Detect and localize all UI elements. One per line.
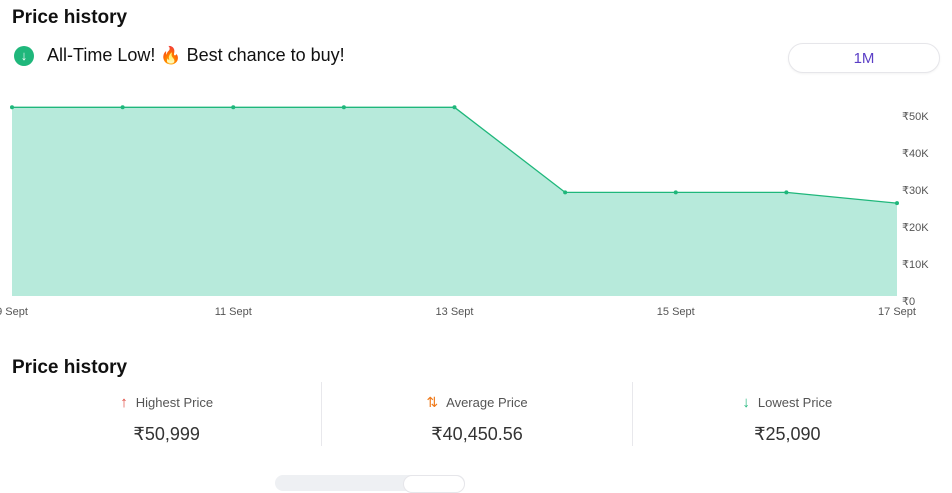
y-tick-label: ₹0 [902,296,915,308]
stat-lowest-value: ₹25,090 [754,424,821,444]
price-point [784,190,789,195]
x-tick-label: 13 Sept [436,306,474,318]
arrows-up-down-icon: ⇅ [426,394,439,410]
fire-icon: 🔥 [160,46,182,65]
y-tick-label: ₹40K [902,148,929,160]
badge-text-after: Best chance to buy! [186,45,345,65]
stat-lowest-label: Lowest Price [757,395,833,410]
range-selector-1m[interactable]: 1M [788,43,940,73]
y-tick-label: ₹30K [902,185,929,197]
x-tick-label: 15 Sept [657,306,695,318]
bottom-toggle[interactable] [275,475,465,493]
price-point [563,190,568,195]
price-point [120,105,125,110]
x-tick-label: 9 Sept [0,306,28,318]
price-stats: ↑ Highest Price ₹50,999 ⇅ Average Price … [12,382,942,446]
stat-average-label: Average Price [446,395,528,410]
price-point [895,201,899,206]
stat-highest-label: Highest Price [135,395,214,410]
stat-average: ⇅ Average Price ₹40,450.56 [321,382,631,446]
x-tick-label: 17 Sept [878,306,916,318]
page-title: Price history [12,7,128,28]
price-point [452,105,457,110]
badge-text: All-Time Low! 🔥 Best chance to buy! [47,45,345,66]
price-chart: ₹50K ₹40K ₹30K ₹20K ₹10K ₹0 9 Sept 11 Sept 13 S… [0,105,929,318]
price-point [673,190,678,195]
arrow-down-icon: ↓ [742,394,750,411]
arrow-down-circle-icon: ↓ [14,45,34,66]
badge-text-before: All-Time Low! [47,45,156,65]
all-time-low-badge: ↓ All-Time Low! 🔥 Best chance to buy! [14,45,345,66]
price-point [231,105,236,110]
bottom-toggle-knob[interactable] [403,475,465,493]
y-tick-label: ₹20K [902,222,929,234]
price-point [10,105,14,110]
stats-title: Price history [12,357,128,378]
arrow-up-icon: ↑ [120,394,128,411]
stat-lowest: ↓ Lowest Price ₹25,090 [631,382,942,446]
stat-highest-value: ₹50,999 [133,424,200,444]
stat-highest: ↑ Highest Price ₹50,999 [12,382,321,446]
y-tick-label: ₹10K [902,259,929,271]
price-area [12,107,897,296]
price-point [341,105,346,110]
x-tick-label: 11 Sept [215,306,252,318]
y-tick-label: ₹50K [902,111,929,123]
stat-average-value: ₹40,450.56 [431,424,523,444]
